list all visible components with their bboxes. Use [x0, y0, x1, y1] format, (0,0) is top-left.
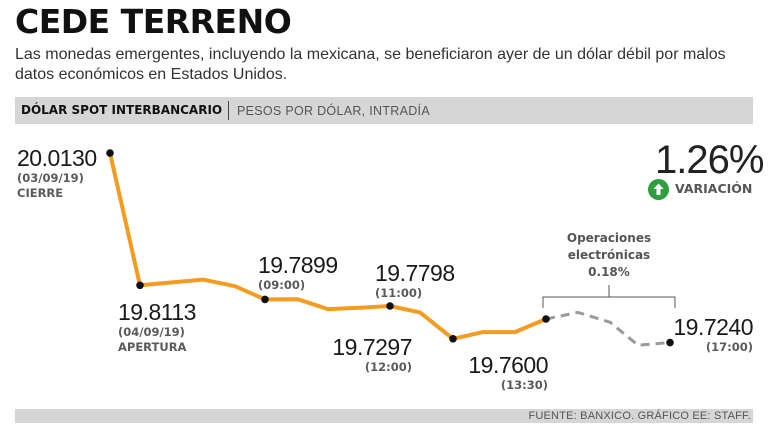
data-point-marker: [136, 281, 144, 290]
electronic-bracket: [542, 285, 676, 308]
data-label-time: (04/09/19): [118, 325, 185, 339]
data-point-marker: [666, 338, 674, 347]
electronic-note-text: Operaciones: [567, 231, 651, 245]
chart-header-divider: [228, 101, 229, 120]
data-label-value: 19.7600: [468, 352, 548, 378]
headline-subtitle: Las monedas emergentes, incluyendo la me…: [15, 46, 726, 83]
data-label-tag: APERTURA: [118, 340, 187, 354]
chart-title: DÓLAR SPOT INTERBANCARIO: [21, 103, 223, 117]
headline-title: CEDE TERRENO: [15, 2, 292, 41]
data-point-marker: [449, 335, 457, 343]
data-label-time: (11:00): [375, 286, 422, 300]
series-line-regular: [108, 151, 548, 341]
data-point-marker: [106, 149, 114, 157]
data-label-time: (17:00): [706, 340, 753, 354]
chart-header-bar: DÓLAR SPOT INTERBANCARIO PESOS POR DÓLAR…: [15, 97, 753, 124]
data-point-marker: [261, 295, 269, 304]
arrow-up-circle-icon: [648, 179, 669, 200]
series-line-electronic: [545, 310, 671, 347]
data-point-marker: [542, 315, 550, 323]
data-label-time: (03/09/19): [17, 171, 84, 185]
chart-units: PESOS POR DÓLAR, INTRADÍA: [237, 104, 430, 118]
data-label-value: 19.7899: [258, 252, 338, 278]
data-label-time: (13:30): [501, 378, 548, 392]
data-label-value: 19.8113: [118, 299, 196, 325]
data-label-value: 19.7240: [673, 314, 753, 340]
data-label-value: 20.0130: [17, 145, 97, 171]
data-label-value: 19.7297: [332, 334, 412, 360]
footer-bar: [15, 409, 753, 423]
source-credit: FUENTE: BANXICO. GRÁFICO EE: STAFF.: [528, 410, 751, 422]
electronic-note-text: electrónicas: [568, 248, 650, 262]
data-label-value: 19.7798: [375, 260, 455, 286]
electronic-note-text: 0.18%: [588, 265, 630, 279]
data-label-time: (09:00): [258, 278, 305, 292]
data-point-marker: [386, 302, 394, 310]
data-label-time: (12:00): [365, 360, 412, 374]
variation-value: 1.26%: [655, 138, 764, 182]
data-label-tag: CIERRE: [17, 186, 63, 200]
variation-label: VARIACIÓN: [675, 181, 753, 196]
